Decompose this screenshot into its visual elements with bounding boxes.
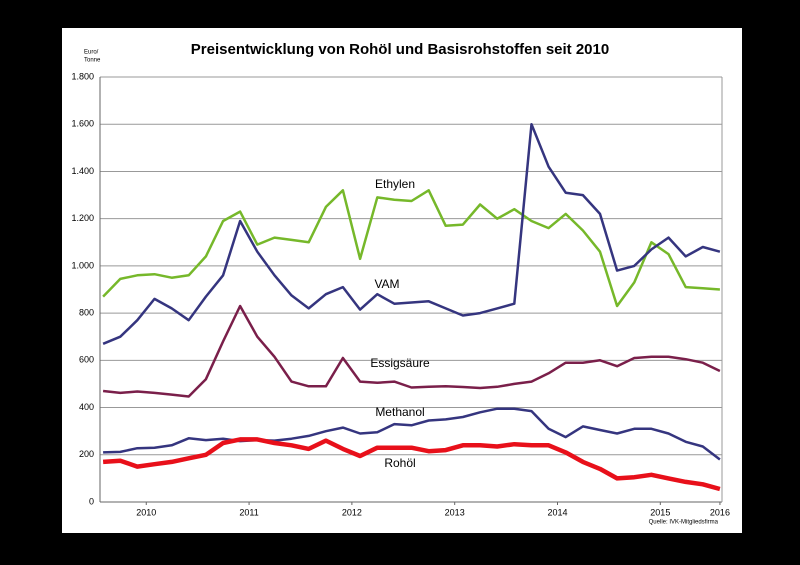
series-label: Essigsäure [370,356,430,370]
x-tick-label: 2016 [710,507,730,517]
series-label: VAM [374,277,399,291]
series-line [102,437,721,492]
x-tick-label: 2011 [239,507,258,517]
source-note: Quelle: IVK-Mitgliedsfirma [649,520,719,526]
series-line [102,122,721,345]
y-tick-label: 1.600 [71,119,94,129]
y-tick-label: 400 [79,402,94,412]
series-line [103,407,721,461]
y-tick-label: 600 [79,355,94,365]
y-tick-label: 0 [89,496,94,506]
y-tick-label: 1.000 [71,260,94,270]
y-tick-label: 1.400 [71,166,94,176]
series-line [102,304,721,398]
series-line [102,189,720,308]
y-axis-label: Tonne [84,58,101,64]
y-tick-label: 800 [79,307,94,317]
series-label: Ethylen [375,177,415,191]
x-tick-label: 2013 [445,507,465,517]
x-tick-label: 2015 [650,507,670,517]
series-label: Rohöl [384,456,415,470]
x-tick-label: 2014 [547,507,567,517]
y-axis-label: Euro/ [84,50,99,56]
chart-title: Preisentwicklung von Rohöl und Basisrohs… [191,41,609,58]
y-tick-label: 1.200 [71,213,94,223]
x-tick-label: 2010 [136,507,156,517]
x-tick-label: 2012 [342,507,362,517]
series-label: Methanol [375,405,424,419]
y-tick-label: 1.800 [71,71,94,81]
y-tick-label: 200 [79,449,94,459]
